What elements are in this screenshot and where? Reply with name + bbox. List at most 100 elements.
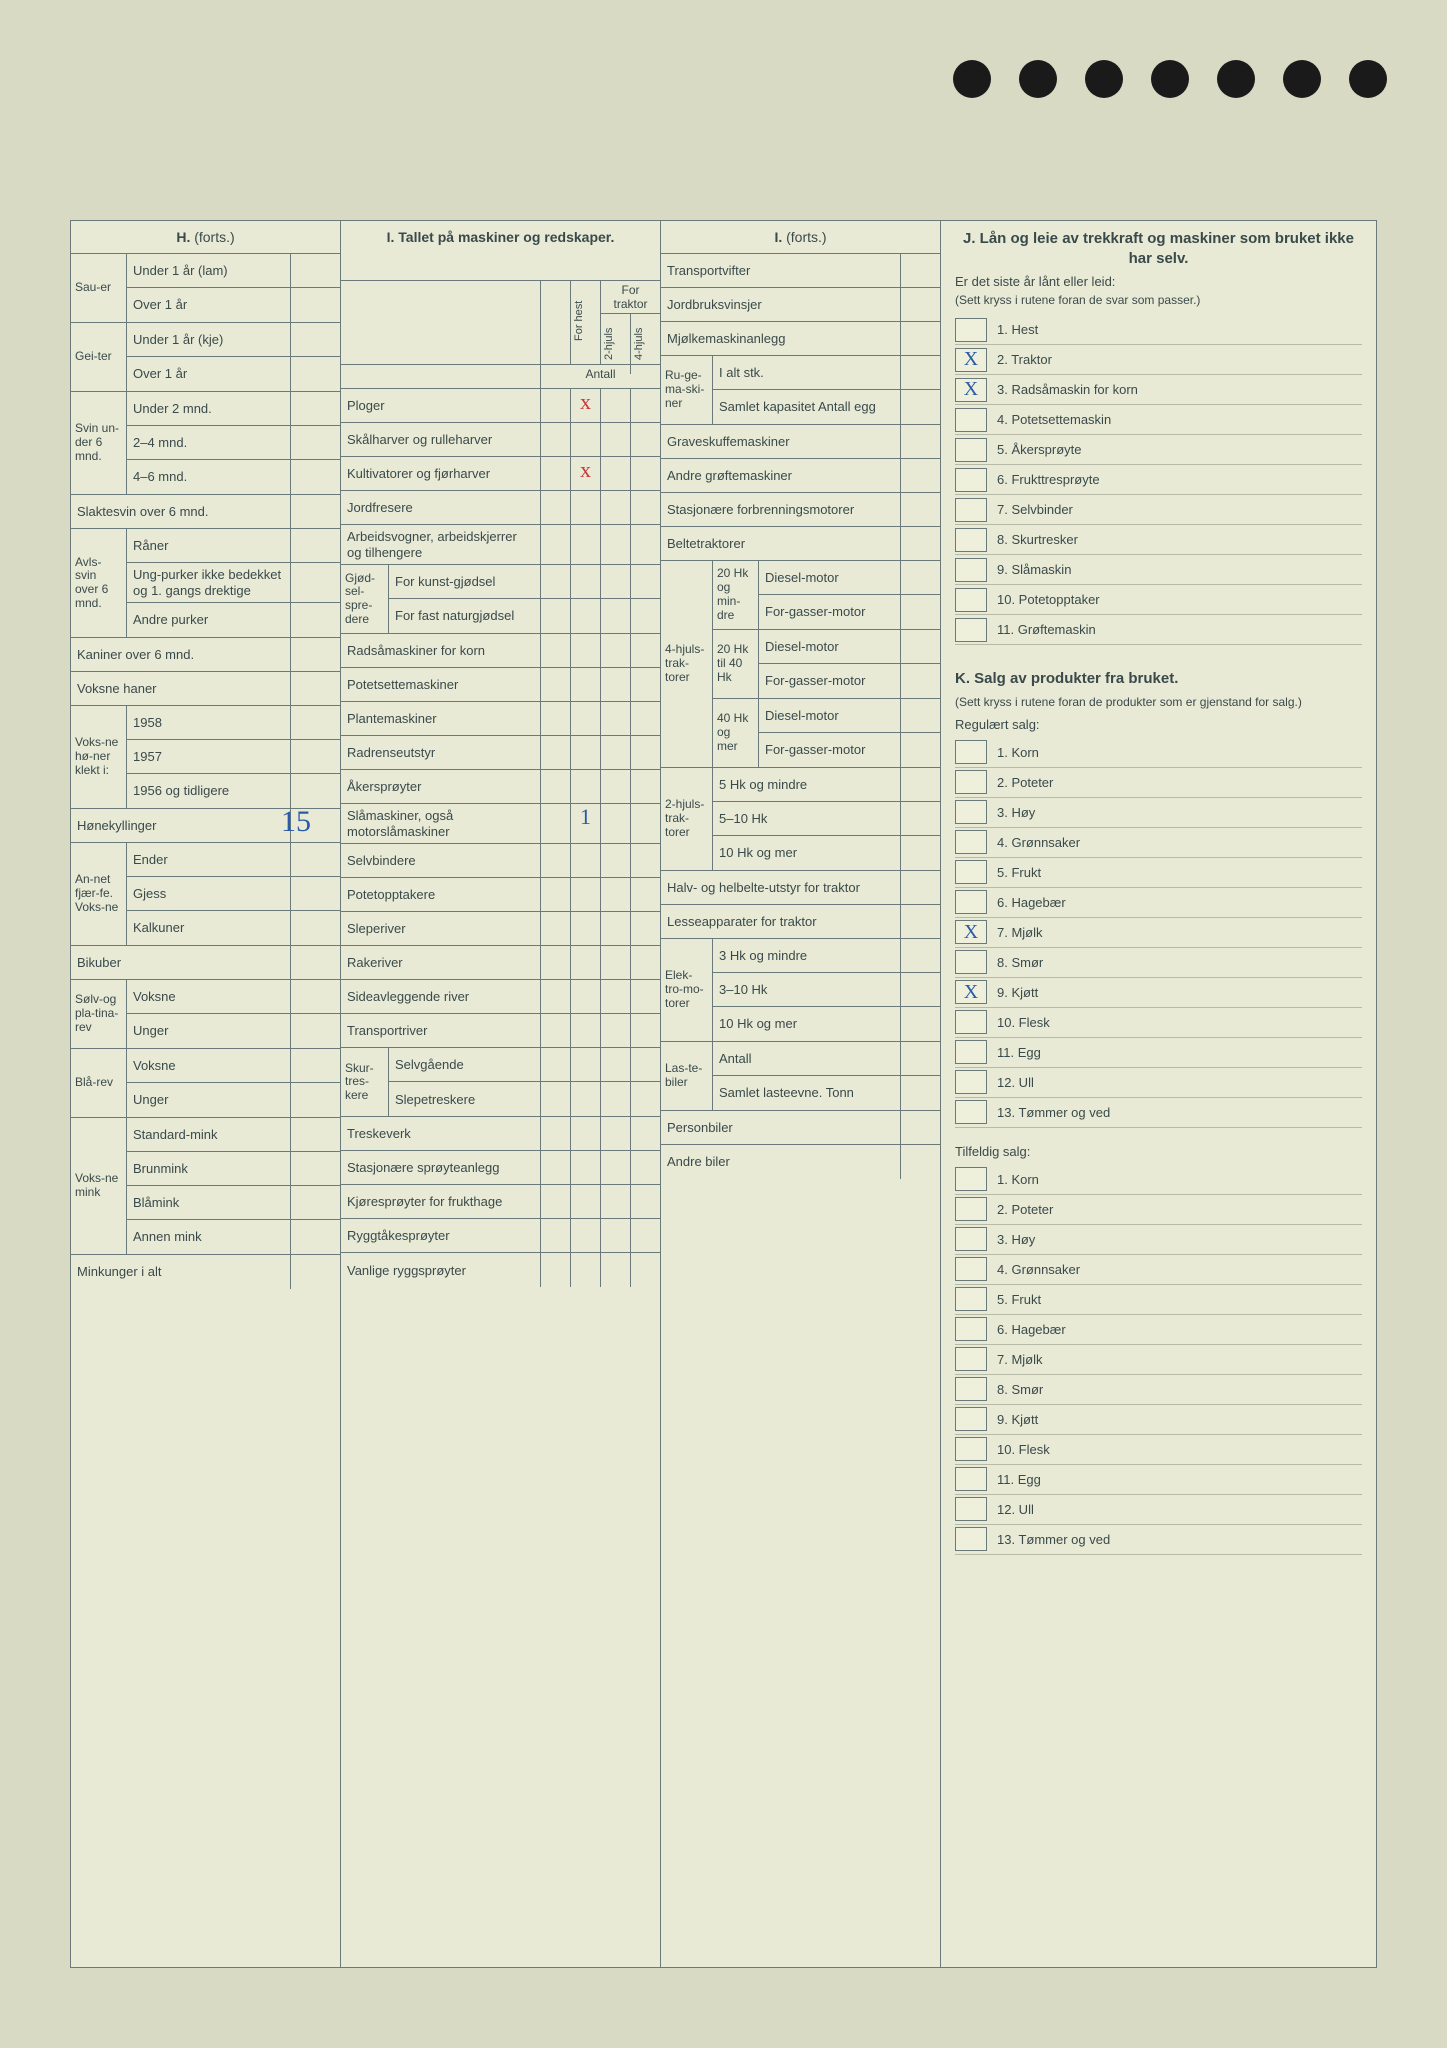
checkbox[interactable]: X xyxy=(955,378,987,402)
checkbox[interactable] xyxy=(955,408,987,432)
value-cell[interactable] xyxy=(290,877,340,910)
value-cell[interactable] xyxy=(900,1111,940,1144)
value-cell[interactable] xyxy=(290,706,340,739)
value-cell[interactable] xyxy=(570,1048,600,1081)
value-cell[interactable] xyxy=(900,356,940,389)
value-cell[interactable] xyxy=(290,1118,340,1151)
value-cell[interactable] xyxy=(540,844,570,877)
value-cell[interactable] xyxy=(540,565,570,598)
value-cell[interactable] xyxy=(630,1151,660,1184)
checkbox[interactable] xyxy=(955,1197,987,1221)
value-cell[interactable] xyxy=(600,423,630,456)
value-cell[interactable] xyxy=(570,702,600,735)
value-cell[interactable] xyxy=(570,1117,600,1150)
value-cell[interactable] xyxy=(570,912,600,945)
value-cell[interactable] xyxy=(570,668,600,701)
value-cell[interactable] xyxy=(600,878,630,911)
value-cell[interactable] xyxy=(630,668,660,701)
value-cell[interactable] xyxy=(290,288,340,322)
value-cell[interactable] xyxy=(900,459,940,492)
value-cell[interactable] xyxy=(540,702,570,735)
value-cell[interactable] xyxy=(630,770,660,803)
value-cell[interactable] xyxy=(570,946,600,979)
value-cell[interactable] xyxy=(570,565,600,598)
value-cell[interactable] xyxy=(570,878,600,911)
checkbox[interactable]: X xyxy=(955,348,987,372)
value-cell[interactable] xyxy=(900,527,940,560)
value-cell[interactable] xyxy=(290,638,340,671)
value-cell[interactable] xyxy=(600,702,630,735)
checkbox[interactable] xyxy=(955,1010,987,1034)
checkbox[interactable] xyxy=(955,1527,987,1551)
value-cell[interactable] xyxy=(630,702,660,735)
value-cell[interactable] xyxy=(630,525,660,564)
value-cell[interactable] xyxy=(630,389,660,422)
value-cell[interactable] xyxy=(570,1151,600,1184)
value-cell[interactable] xyxy=(900,1076,940,1110)
value-cell[interactable] xyxy=(630,1117,660,1150)
value-cell[interactable] xyxy=(290,946,340,979)
value-cell[interactable] xyxy=(600,946,630,979)
value-cell[interactable] xyxy=(900,802,940,835)
value-cell[interactable] xyxy=(900,973,940,1006)
value-cell[interactable] xyxy=(570,1253,600,1287)
value-cell[interactable] xyxy=(630,423,660,456)
checkbox[interactable] xyxy=(955,770,987,794)
value-cell[interactable] xyxy=(900,561,940,594)
value-cell[interactable] xyxy=(630,844,660,877)
value-cell[interactable] xyxy=(540,423,570,456)
checkbox[interactable] xyxy=(955,1497,987,1521)
value-cell[interactable] xyxy=(540,491,570,524)
value-cell[interactable] xyxy=(900,390,940,424)
value-cell[interactable] xyxy=(540,912,570,945)
checkbox[interactable] xyxy=(955,950,987,974)
value-cell[interactable] xyxy=(630,1014,660,1047)
value-cell[interactable] xyxy=(540,634,570,667)
value-cell[interactable] xyxy=(600,912,630,945)
value-cell[interactable] xyxy=(540,1253,570,1287)
checkbox[interactable] xyxy=(955,438,987,462)
value-cell[interactable] xyxy=(630,804,660,843)
value-cell[interactable] xyxy=(630,1048,660,1081)
value-cell[interactable] xyxy=(600,491,630,524)
value-cell[interactable] xyxy=(600,1185,630,1218)
value-cell[interactable] xyxy=(900,288,940,321)
checkbox[interactable] xyxy=(955,468,987,492)
value-cell[interactable] xyxy=(570,599,600,633)
value-cell[interactable] xyxy=(540,1219,570,1252)
value-cell[interactable] xyxy=(290,740,340,773)
checkbox[interactable] xyxy=(955,1167,987,1191)
value-cell[interactable]: x xyxy=(570,389,600,422)
value-cell[interactable] xyxy=(900,630,940,663)
value-cell[interactable] xyxy=(290,563,340,602)
value-cell[interactable] xyxy=(570,1014,600,1047)
checkbox[interactable] xyxy=(955,1257,987,1281)
value-cell[interactable] xyxy=(570,491,600,524)
value-cell[interactable] xyxy=(290,980,340,1013)
checkbox[interactable] xyxy=(955,890,987,914)
value-cell[interactable] xyxy=(290,254,340,287)
value-cell[interactable] xyxy=(630,980,660,1013)
value-cell[interactable] xyxy=(600,1219,630,1252)
value-cell[interactable] xyxy=(540,1082,570,1116)
value-cell[interactable] xyxy=(630,878,660,911)
value-cell[interactable] xyxy=(570,525,600,564)
value-cell[interactable] xyxy=(540,599,570,633)
value-cell[interactable] xyxy=(290,392,340,425)
checkbox[interactable] xyxy=(955,588,987,612)
checkbox[interactable] xyxy=(955,1347,987,1371)
value-cell[interactable] xyxy=(290,1152,340,1185)
value-cell[interactable] xyxy=(630,912,660,945)
value-cell[interactable] xyxy=(540,804,570,843)
value-cell[interactable] xyxy=(570,770,600,803)
value-cell[interactable] xyxy=(570,1082,600,1116)
value-cell[interactable] xyxy=(900,871,940,904)
value-cell[interactable] xyxy=(600,844,630,877)
value-cell[interactable] xyxy=(630,491,660,524)
value-cell[interactable] xyxy=(630,1219,660,1252)
checkbox[interactable] xyxy=(955,318,987,342)
value-cell[interactable]: x xyxy=(570,457,600,490)
value-cell[interactable] xyxy=(600,804,630,843)
value-cell[interactable] xyxy=(600,1117,630,1150)
value-cell[interactable] xyxy=(900,1145,940,1179)
